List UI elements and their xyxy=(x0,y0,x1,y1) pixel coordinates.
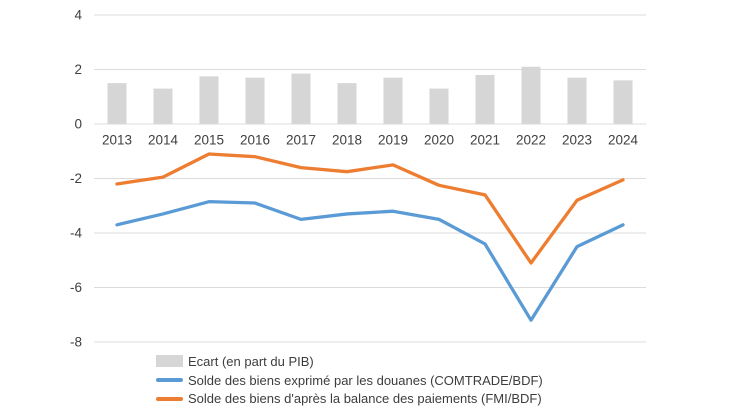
legend-label-balance: Solde des biens d'après la balance des p… xyxy=(188,391,542,407)
x-axis-labels: 2013 2014 2015 2016 2017 2018 2019 2020 2021 2022… xyxy=(102,133,639,148)
x-tick-label: 2023 xyxy=(562,133,592,148)
bar xyxy=(107,83,127,124)
x-tick-label: 2019 xyxy=(378,133,408,148)
line-series-balance xyxy=(115,152,625,265)
bar xyxy=(521,66,541,124)
line-swatch-icon xyxy=(156,378,183,383)
legend: Ecart (en part du PIB) Solde des biens e… xyxy=(156,352,543,408)
x-tick-label: 2021 xyxy=(470,133,500,148)
x-tick-label: 2015 xyxy=(194,133,224,148)
x-tick-label: 2022 xyxy=(516,133,546,148)
bar-series-ecart xyxy=(107,66,633,124)
bar xyxy=(153,88,173,124)
y-tick-label: -4 xyxy=(70,226,82,241)
gridlines xyxy=(94,14,646,343)
bar xyxy=(613,80,633,124)
y-tick-label: -2 xyxy=(70,171,82,186)
legend-item-ecart: Ecart (en part du PIB) xyxy=(156,352,543,371)
y-axis-labels: 4 2 0 -2 -4 -6 -8 xyxy=(70,8,83,350)
bar xyxy=(383,77,403,124)
legend-item-balance: Solde des biens d'après la balance des p… xyxy=(156,389,543,408)
y-tick-label: -8 xyxy=(70,335,82,350)
legend-label-ecart: Ecart (en part du PIB) xyxy=(188,353,314,369)
y-tick-label: -6 xyxy=(70,280,82,295)
bar xyxy=(429,88,449,124)
x-tick-label: 2014 xyxy=(148,133,179,148)
legend-label-douanes: Solde des biens exprimé par les douanes … xyxy=(188,372,543,388)
legend-item-douanes: Solde des biens exprimé par les douanes … xyxy=(156,371,543,390)
x-tick-label: 2013 xyxy=(102,133,132,148)
y-tick-label: 2 xyxy=(74,62,82,77)
y-tick-label: 4 xyxy=(74,8,82,23)
line-swatch-icon xyxy=(156,396,183,401)
x-tick-label: 2020 xyxy=(424,133,454,148)
bar xyxy=(475,74,495,124)
y-tick-label: 0 xyxy=(74,117,82,132)
bar-swatch-icon xyxy=(156,355,183,368)
bar xyxy=(567,77,587,124)
x-tick-label: 2017 xyxy=(286,133,316,148)
bar xyxy=(245,77,265,124)
x-tick-label: 2024 xyxy=(608,133,639,148)
x-tick-label: 2018 xyxy=(332,133,362,148)
x-tick-label: 2016 xyxy=(240,133,270,148)
line-series-douanes xyxy=(115,200,625,322)
bar xyxy=(199,76,219,124)
bar xyxy=(291,73,311,124)
bar xyxy=(337,83,357,124)
